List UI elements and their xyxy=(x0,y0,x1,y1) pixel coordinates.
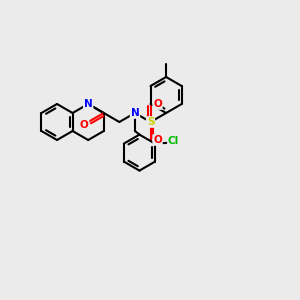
Text: Cl: Cl xyxy=(168,136,179,146)
Text: N: N xyxy=(130,108,139,118)
Text: O: O xyxy=(80,120,88,130)
Text: S: S xyxy=(147,117,154,127)
Text: O: O xyxy=(153,99,162,109)
Text: O: O xyxy=(153,135,162,145)
Text: N: N xyxy=(84,99,93,109)
